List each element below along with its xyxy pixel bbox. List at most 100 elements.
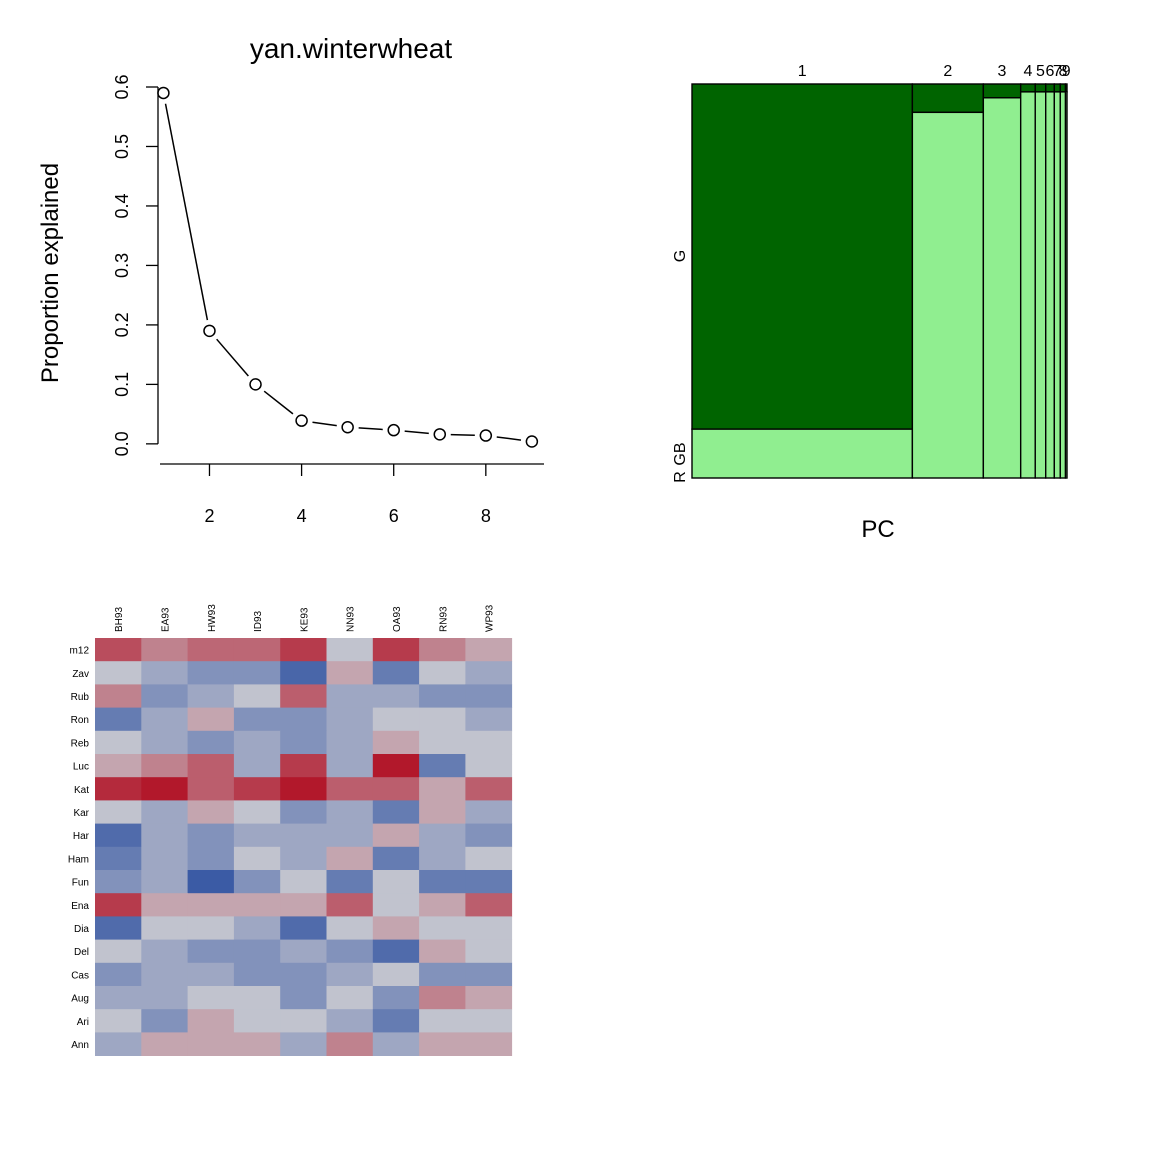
heatmap-cell	[372, 684, 420, 708]
heatmap-cell	[465, 1032, 513, 1056]
heatmap-cell	[95, 916, 142, 940]
heatmap-cell	[372, 870, 420, 894]
scree-x-tick-label: 6	[389, 506, 399, 526]
scree-line-segment	[404, 430, 429, 435]
mosaic-category-label: 2	[943, 63, 952, 80]
heatmap-row-label: Luc	[73, 762, 89, 773]
heatmap-cell	[95, 1032, 142, 1056]
heatmap-cell	[141, 661, 188, 685]
heatmap-cell	[280, 916, 327, 940]
heatmap-column-label: ID93	[253, 610, 264, 632]
heatmap-cell	[233, 870, 281, 894]
heatmap-cell	[141, 800, 188, 824]
heatmap-cell	[187, 916, 235, 940]
heatmap-cell	[465, 638, 513, 662]
heatmap-cell	[419, 893, 466, 917]
heatmap-row-label: Del	[74, 947, 89, 958]
scree-line-segment	[164, 103, 209, 321]
heatmap-cell	[280, 823, 327, 848]
heatmap-cell	[187, 823, 235, 848]
heatmap-cell	[95, 1009, 142, 1033]
heatmap-cell	[326, 638, 374, 662]
heatmap-cell	[187, 1009, 235, 1033]
mosaic-category-label: 6	[1046, 63, 1055, 80]
mosaic-tile	[691, 428, 914, 479]
heatmap-cell	[187, 800, 235, 824]
heatmap-cell	[419, 730, 466, 755]
heatmap-cell	[233, 754, 281, 778]
heatmap-cell	[187, 846, 235, 871]
mosaic-category-label: 3	[998, 63, 1007, 80]
heatmap-cell	[187, 730, 235, 755]
heatmap-cell	[280, 777, 327, 801]
heatmap-cell	[372, 707, 420, 732]
heatmap-cell	[419, 1009, 466, 1033]
mosaic-tile	[1034, 91, 1047, 479]
mosaic-tile	[1034, 83, 1047, 93]
heatmap-column-label: WP93	[485, 604, 496, 632]
scree-x-tick-label: 2	[204, 506, 214, 526]
heatmap-cell	[187, 707, 235, 732]
heatmap-cell	[465, 684, 513, 708]
scree-y-axis-label: Proportion explained	[37, 163, 64, 383]
heatmap-cell	[326, 823, 374, 848]
heatmap-cell	[419, 870, 466, 894]
heatmap-cell	[419, 661, 466, 685]
mosaic-tile	[1019, 91, 1036, 479]
mosaic-label-r: R	[672, 471, 689, 483]
mosaic-tile	[982, 97, 1022, 479]
heatmap-cell	[187, 661, 235, 685]
heatmap-cell	[419, 777, 466, 801]
scree-x-tick-label: 4	[297, 506, 307, 526]
scree-point	[341, 420, 354, 434]
heatmap-cell	[372, 823, 420, 848]
mosaic-tile	[1053, 91, 1061, 479]
heatmap-cell	[141, 870, 188, 894]
heatmap-cell	[419, 846, 466, 871]
heatmap-cell	[95, 823, 142, 848]
heatmap-cell	[419, 684, 466, 708]
heatmap-cell	[95, 661, 142, 685]
heatmap-cell	[372, 730, 420, 755]
heatmap-cell	[326, 777, 374, 801]
heatmap-cells	[95, 638, 513, 1056]
mosaic-category-label: 9	[1062, 63, 1071, 80]
heatmap-cell	[141, 1009, 188, 1033]
scree-y-tick-label: 0.4	[112, 193, 132, 218]
heatmap-cell	[280, 684, 327, 708]
scree-y-tick-label: 0.1	[112, 372, 132, 397]
scree-line-segment	[496, 436, 522, 441]
heatmap-cell	[419, 916, 466, 940]
scree-y-tick-label: 0.3	[112, 253, 132, 278]
heatmap-cell	[233, 916, 281, 940]
scree-point	[157, 86, 170, 100]
mosaic-tile	[1064, 83, 1068, 93]
heatmap-row-label: Ari	[77, 1017, 89, 1028]
heatmap-row-label: m12	[70, 646, 90, 657]
heatmap-cell	[233, 986, 281, 1010]
heatmap-cell	[465, 730, 513, 755]
heatmap-cell	[280, 986, 327, 1010]
scree-point	[295, 414, 308, 427]
mosaic-tile	[911, 83, 985, 114]
heatmap-cell	[280, 962, 327, 987]
heatmap-cell	[233, 684, 281, 708]
heatmap-cell	[419, 962, 466, 987]
heatmap-column-label: NN93	[346, 606, 357, 632]
heatmap-cell	[326, 962, 374, 987]
heatmap-cell	[95, 939, 142, 964]
heatmap-cell	[233, 638, 281, 662]
mosaic-category-label: 5	[1036, 63, 1045, 80]
mosaic-tile	[982, 83, 1022, 99]
heatmap-cell	[141, 893, 188, 917]
heatmap-cell	[372, 893, 420, 917]
heatmap-column-label: EA93	[160, 607, 171, 632]
heatmap-column-label: OA93	[392, 606, 403, 632]
heatmap-cell	[187, 1032, 235, 1056]
heatmap-cell	[465, 1009, 513, 1033]
heatmap-cell	[233, 939, 281, 964]
heatmap-cell	[95, 754, 142, 778]
heatmap-cell	[95, 846, 142, 871]
heatmap-cell	[187, 870, 235, 894]
